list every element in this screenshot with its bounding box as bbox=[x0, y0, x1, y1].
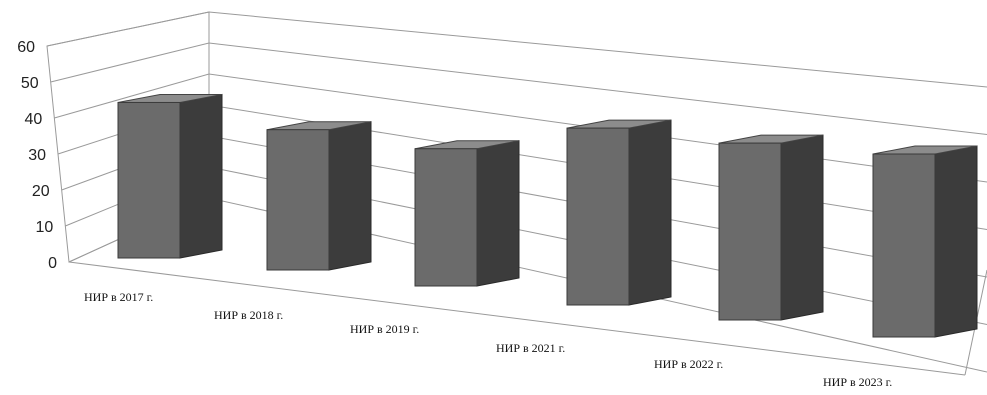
bar bbox=[566, 119, 672, 306]
y-tick-label: 30 bbox=[28, 147, 46, 164]
bar-side bbox=[476, 140, 520, 287]
x-tick-label: НИР в 2017 г. bbox=[84, 290, 153, 304]
floor-edge bbox=[68, 261, 966, 376]
y-axis-ticks: 0 10 20 30 40 50 60 bbox=[17, 39, 57, 272]
y-tick-label: 20 bbox=[32, 183, 50, 200]
gridline bbox=[46, 11, 987, 88]
bar bbox=[872, 145, 978, 338]
bar-side bbox=[628, 119, 672, 306]
y-tick-label: 10 bbox=[36, 219, 54, 236]
bar-front bbox=[414, 148, 478, 287]
x-tick-label: НИР в 2022 г. bbox=[654, 357, 723, 371]
bar-front bbox=[266, 129, 330, 271]
bar bbox=[414, 140, 520, 287]
bar-front bbox=[872, 153, 936, 338]
y-tick-label: 40 bbox=[25, 111, 43, 128]
bar-side bbox=[780, 134, 824, 321]
bar-side bbox=[934, 145, 978, 338]
bar bbox=[266, 121, 372, 271]
bar-front bbox=[117, 101, 181, 259]
bar-side bbox=[179, 93, 223, 259]
y-tick-label: 50 bbox=[21, 75, 39, 92]
bar-front bbox=[566, 127, 630, 306]
bars bbox=[117, 93, 978, 338]
y-tick-label: 60 bbox=[17, 39, 35, 56]
x-tick-label: НИР в 2021 г. bbox=[496, 341, 565, 355]
bar bbox=[117, 93, 223, 259]
gridline bbox=[50, 42, 987, 135]
bar-side bbox=[328, 121, 372, 271]
x-tick-label: НИР в 2018 г. bbox=[214, 308, 283, 322]
y-tick-label: 0 bbox=[48, 255, 57, 272]
x-axis-ticks: НИР в 2017 г. НИР в 2018 г. НИР в 2019 г. Н… bbox=[84, 290, 892, 389]
x-tick-label: НИР в 2023 г. bbox=[823, 375, 892, 389]
bar bbox=[718, 134, 824, 321]
bar-front bbox=[718, 142, 782, 321]
x-tick-label: НИР в 2019 г. bbox=[350, 322, 419, 336]
